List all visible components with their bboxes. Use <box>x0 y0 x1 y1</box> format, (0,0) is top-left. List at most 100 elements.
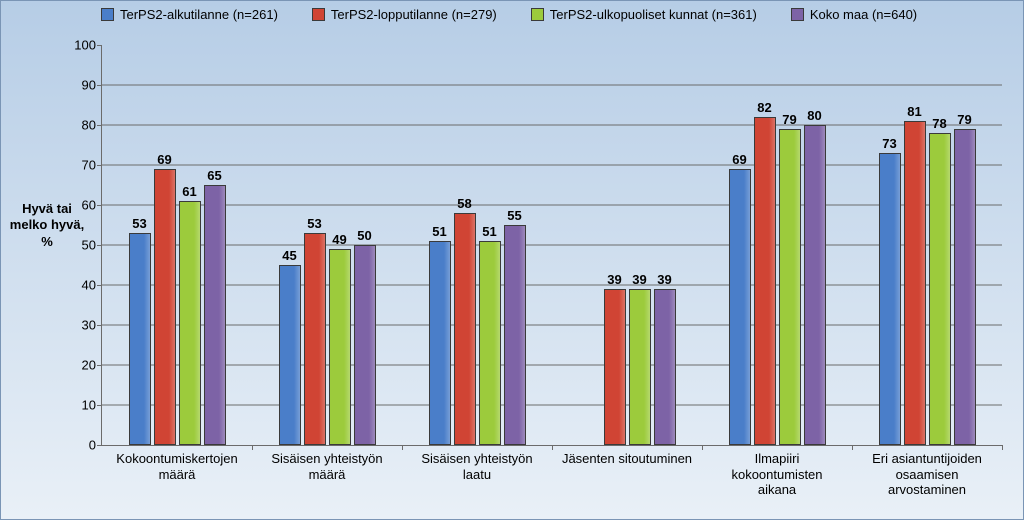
bar: 50 <box>354 245 376 445</box>
bar: 51 <box>479 241 501 445</box>
bar: 80 <box>804 125 826 445</box>
bar-value-label: 69 <box>157 152 171 167</box>
bar: 79 <box>779 129 801 445</box>
bar: 51 <box>429 241 451 445</box>
bar-value-label: 73 <box>882 136 896 151</box>
bar-value-label: 82 <box>757 100 771 115</box>
x-category-label-line: määrä <box>102 467 252 483</box>
y-tick-label: 20 <box>82 358 96 373</box>
legend-swatch <box>101 8 114 21</box>
legend-item: Koko maa (n=640) <box>791 7 917 22</box>
bar: 39 <box>629 289 651 445</box>
y-tick <box>97 205 102 206</box>
y-tick <box>97 325 102 326</box>
y-tick-label: 70 <box>82 158 96 173</box>
bar-value-label: 49 <box>332 232 346 247</box>
y-tick-label: 10 <box>82 398 96 413</box>
y-tick <box>97 85 102 86</box>
x-category-label: Eri asiantuntijoidenosaamisenarvostamine… <box>852 451 1002 498</box>
bar-value-label: 78 <box>932 116 946 131</box>
legend-swatch <box>791 8 804 21</box>
bar: 82 <box>754 117 776 445</box>
bar-value-label: 80 <box>807 108 821 123</box>
bar-value-label: 55 <box>507 208 521 223</box>
y-tick <box>97 405 102 406</box>
x-category-label-line: Sisäisen yhteistyön <box>252 451 402 467</box>
legend: TerPS2-alkutilanne (n=261) TerPS2-lopputi… <box>101 7 1001 22</box>
bar-value-label: 39 <box>657 272 671 287</box>
bar: 79 <box>954 129 976 445</box>
x-category-label-line: Sisäisen yhteistyön <box>402 451 552 467</box>
bar-value-label: 45 <box>282 248 296 263</box>
x-category-label-line: kokoontumisten <box>702 467 852 483</box>
x-category-label: Sisäisen yhteistyönmäärä <box>252 451 402 482</box>
y-tick <box>97 365 102 366</box>
bar: 39 <box>604 289 626 445</box>
y-tick <box>97 45 102 46</box>
bar: 45 <box>279 265 301 445</box>
x-tick <box>852 445 853 450</box>
x-category-label-line: aikana <box>702 482 852 498</box>
y-tick-label: 80 <box>82 118 96 133</box>
y-tick <box>97 445 102 446</box>
x-tick <box>1002 445 1003 450</box>
x-category-label-line: arvostaminen <box>852 482 1002 498</box>
bar-value-label: 39 <box>607 272 621 287</box>
bar: 53 <box>129 233 151 445</box>
y-tick-label: 60 <box>82 198 96 213</box>
bar: 61 <box>179 201 201 445</box>
bar-value-label: 53 <box>132 216 146 231</box>
bar-value-label: 58 <box>457 196 471 211</box>
y-tick-label: 40 <box>82 278 96 293</box>
bar-value-label: 69 <box>732 152 746 167</box>
x-category-label-line: Jäsenten sitoutuminen <box>552 451 702 467</box>
chart-frame: TerPS2-alkutilanne (n=261) TerPS2-lopputi… <box>0 0 1024 520</box>
legend-label: TerPS2-lopputilanne (n=279) <box>331 7 497 22</box>
plot-area: 5369616545534950515851553939396982798073… <box>101 45 1002 446</box>
x-category-label: Kokoontumiskertojenmäärä <box>102 451 252 482</box>
x-tick <box>702 445 703 450</box>
legend-item: TerPS2-lopputilanne (n=279) <box>312 7 497 22</box>
y-tick-label: 90 <box>82 78 96 93</box>
x-category-label-line: Eri asiantuntijoiden <box>852 451 1002 467</box>
bar: 39 <box>654 289 676 445</box>
legend-item: TerPS2-alkutilanne (n=261) <box>101 7 278 22</box>
bar: 49 <box>329 249 351 445</box>
y-tick-label: 30 <box>82 318 96 333</box>
bar: 55 <box>504 225 526 445</box>
bars-container: 5369616545534950515851553939396982798073… <box>102 45 1002 445</box>
x-category-label-line: määrä <box>252 467 402 483</box>
x-tick <box>402 445 403 450</box>
bar-value-label: 50 <box>357 228 371 243</box>
bar: 81 <box>904 121 926 445</box>
bar-value-label: 61 <box>182 184 196 199</box>
y-tick-label: 0 <box>89 438 96 453</box>
x-tick <box>552 445 553 450</box>
bar-value-label: 81 <box>907 104 921 119</box>
x-tick <box>252 445 253 450</box>
legend-label: Koko maa (n=640) <box>810 7 917 22</box>
x-category-label-line: laatu <box>402 467 552 483</box>
bar: 78 <box>929 133 951 445</box>
bar: 53 <box>304 233 326 445</box>
legend-swatch <box>312 8 325 21</box>
bar: 73 <box>879 153 901 445</box>
x-category-label: Sisäisen yhteistyönlaatu <box>402 451 552 482</box>
x-category-label-line: Kokoontumiskertojen <box>102 451 252 467</box>
bar: 69 <box>729 169 751 445</box>
x-category-label: Jäsenten sitoutuminen <box>552 451 702 467</box>
x-category-label-line: osaamisen <box>852 467 1002 483</box>
bar-value-label: 65 <box>207 168 221 183</box>
y-axis-title: Hyvä tai melko hyvä, % <box>7 201 87 250</box>
y-tick <box>97 285 102 286</box>
bar-value-label: 51 <box>482 224 496 239</box>
x-category-label: Ilmapiirikokoontumistenaikana <box>702 451 852 498</box>
y-tick <box>97 165 102 166</box>
bar-value-label: 53 <box>307 216 321 231</box>
legend-swatch <box>531 8 544 21</box>
y-tick <box>97 245 102 246</box>
bar: 58 <box>454 213 476 445</box>
bar-value-label: 79 <box>782 112 796 127</box>
bar-value-label: 51 <box>432 224 446 239</box>
x-category-label-line: Ilmapiiri <box>702 451 852 467</box>
